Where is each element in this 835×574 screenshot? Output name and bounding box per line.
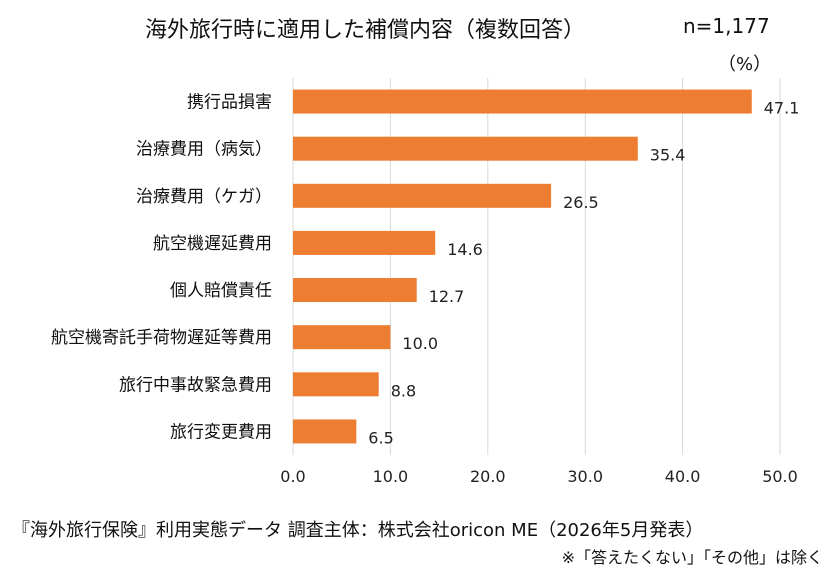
category-label: 航空機寄託手荷物遅延等費用 [51,328,272,348]
value-labels: 47.1 35.4 26.5 14.6 12.7 10.0 8.8 6.5 [368,99,799,448]
source-note: 『海外旅行保険』利用実態データ 調査主体：株式会社oricon ME（2026年… [12,520,704,541]
value-label: 47.1 [764,99,800,118]
category-label: 携行品損害 [187,93,272,113]
grid-lines [292,78,781,455]
value-label: 26.5 [563,193,599,212]
unit-label: （%） [718,54,772,75]
bar [293,230,436,255]
exclusion-note: ※「答えたくない」「その他」は除く [561,548,823,567]
category-label: 個人賠償責任 [170,281,272,301]
bar [293,325,391,350]
bar [293,136,638,161]
bars [293,89,752,444]
bar [293,89,752,114]
chart-title: 海外旅行時に適用した補償内容（複数回答） [145,18,586,43]
category-label: 旅行変更費用 [170,422,272,442]
value-label: 14.6 [447,240,483,259]
x-tick-label: 10.0 [373,467,409,486]
x-tick-label: 0.0 [280,467,305,486]
x-tick-label: 20.0 [470,467,506,486]
category-label: 旅行中事故緊急費用 [119,375,272,395]
x-tick-label: 50.0 [762,467,798,486]
category-label: 治療費用（ケガ） [136,187,272,207]
x-tick-label: 40.0 [665,467,701,486]
x-tick-label: 30.0 [567,467,603,486]
value-label: 35.4 [650,146,686,165]
value-label: 12.7 [429,287,465,306]
value-label: 10.0 [402,334,438,353]
category-label: 治療費用（病気） [136,140,272,160]
x-tick-labels: 0.0 10.0 20.0 30.0 40.0 50.0 [280,467,798,486]
bar [293,372,379,397]
bar [293,183,552,208]
category-label: 航空機遅延費用 [153,234,272,254]
bar [293,419,357,444]
value-label: 6.5 [368,428,393,447]
bar [293,278,417,303]
value-label: 8.8 [391,381,416,400]
sample-size: n=1,177 [683,14,770,38]
